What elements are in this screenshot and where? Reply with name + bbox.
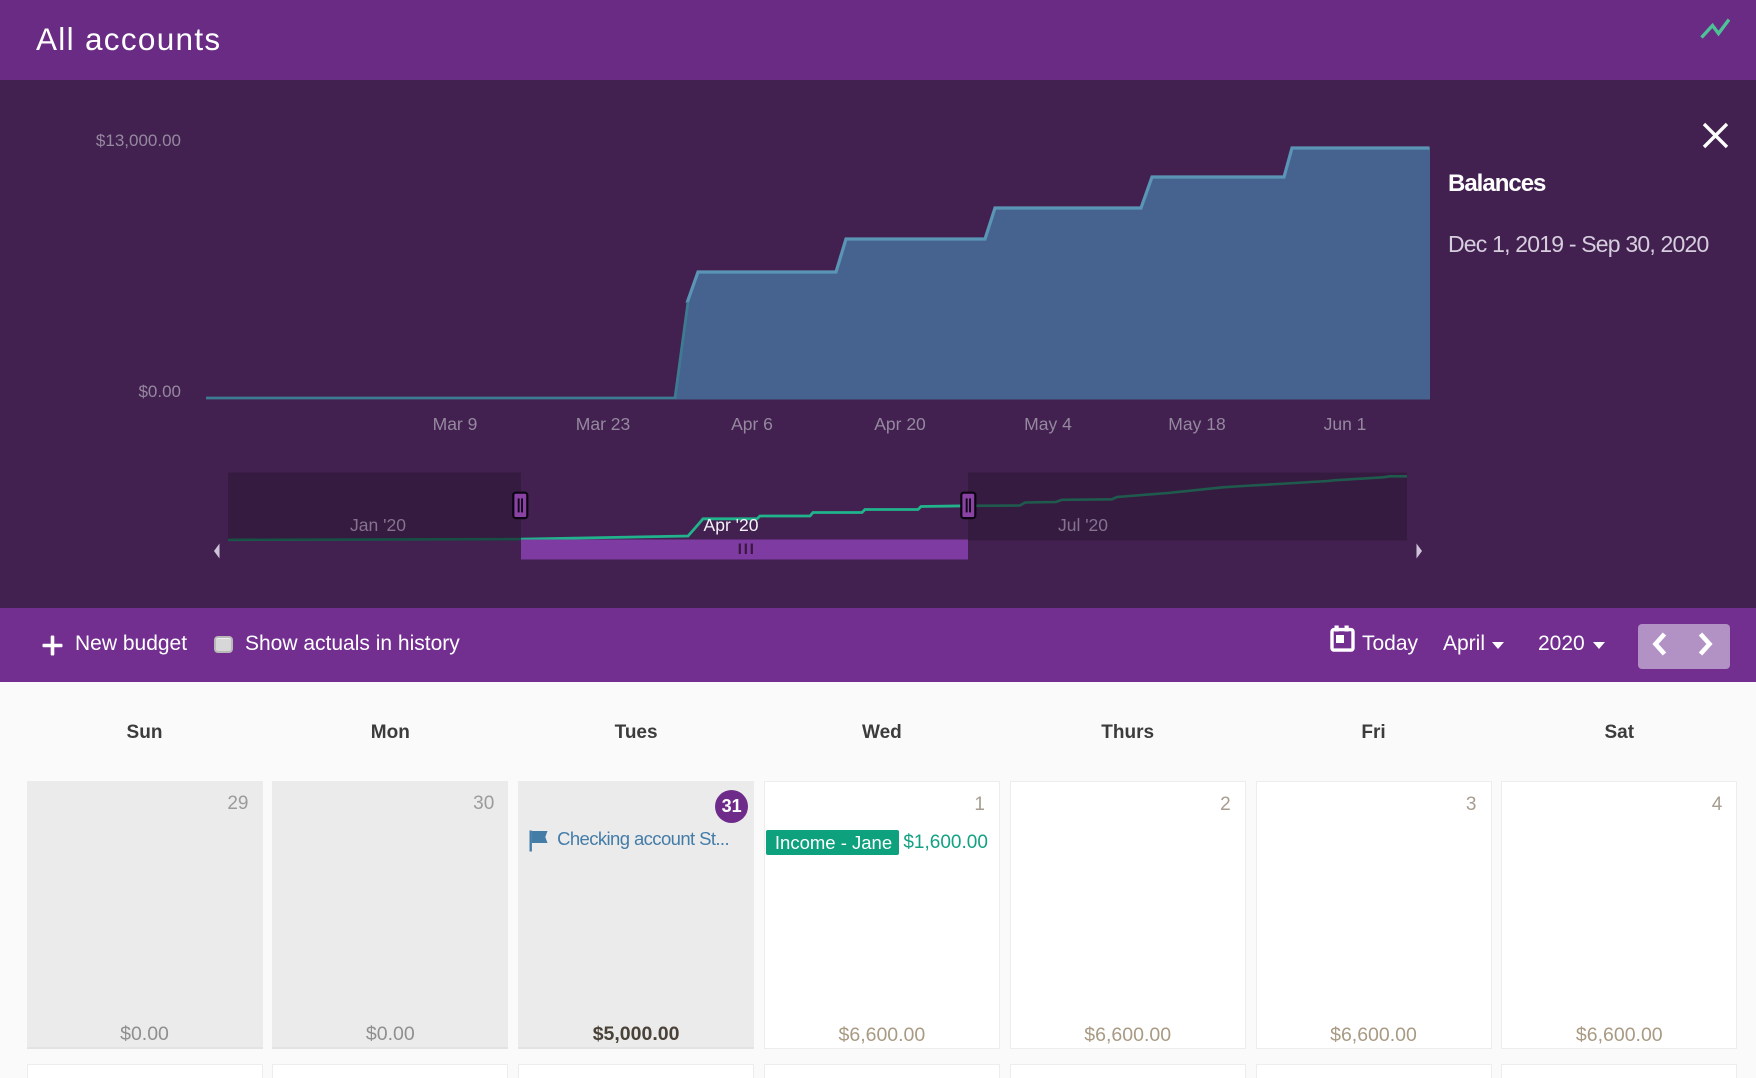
svg-text:May 4: May 4 (1024, 414, 1072, 434)
svg-text:Jul '20: Jul '20 (1058, 515, 1108, 535)
svg-text:Jan '20: Jan '20 (350, 515, 406, 535)
svg-text:Apr 6: Apr 6 (731, 414, 773, 434)
svg-text:May 18: May 18 (1168, 414, 1225, 434)
svg-text:Balances: Balances (1448, 170, 1546, 197)
svg-text:Jun 1: Jun 1 (1324, 414, 1367, 434)
svg-text:$0.00: $0.00 (138, 382, 181, 401)
svg-text:Apr 20: Apr 20 (874, 414, 926, 434)
svg-text:Dec 1, 2019 - Sep 30, 2020: Dec 1, 2019 - Sep 30, 2020 (1448, 231, 1709, 257)
svg-text:Apr '20: Apr '20 (704, 515, 759, 535)
svg-text:Mar 23: Mar 23 (576, 414, 630, 434)
svg-text:$13,000.00: $13,000.00 (96, 131, 181, 150)
svg-text:Mar 9: Mar 9 (433, 414, 478, 434)
